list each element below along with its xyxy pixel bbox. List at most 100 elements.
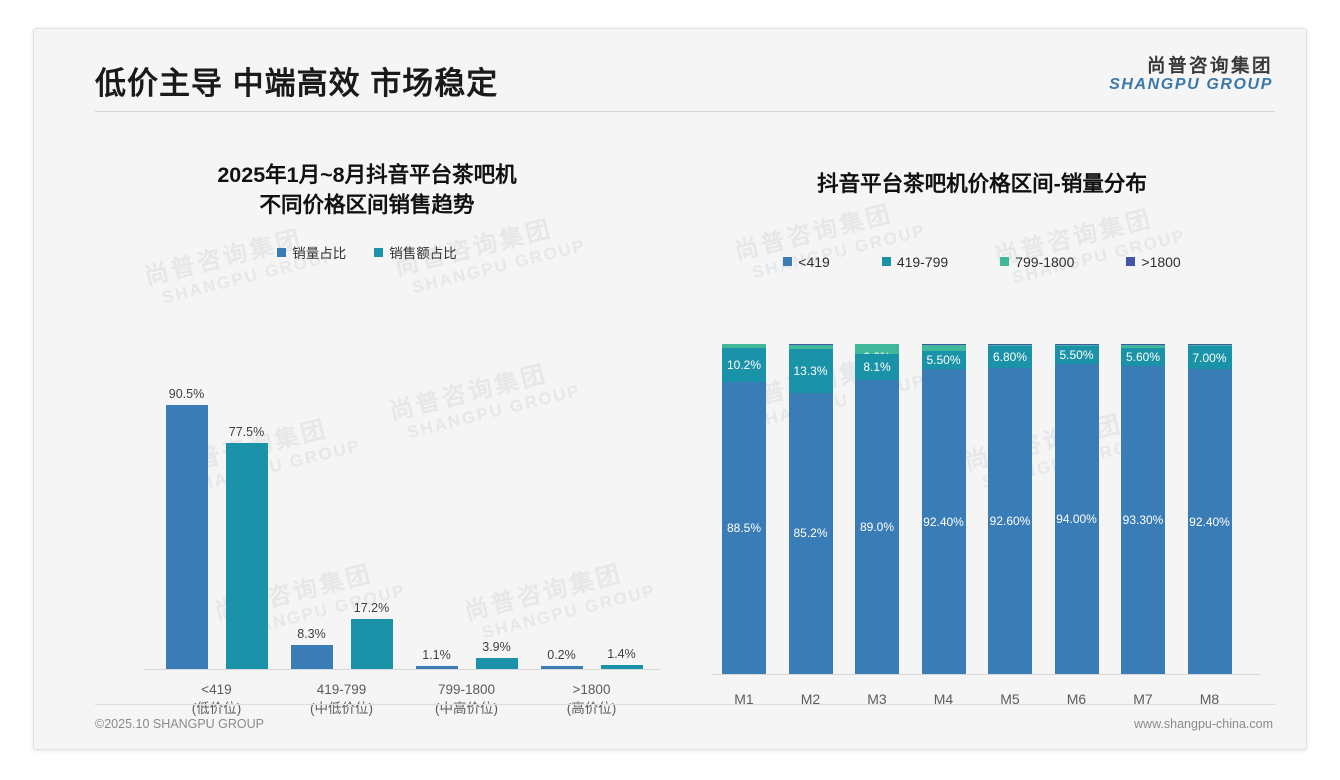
bar-value-label: 0.2% — [547, 648, 576, 662]
chart-panel-right: 抖音平台茶吧机价格区间-销量分布 <419 419-799 799-1800 >180… — [682, 129, 1282, 709]
stacked-bar-column[interactable]: 0.20%0.40%6.80%92.60% — [988, 343, 1032, 674]
legend-label: >1800 — [1141, 253, 1181, 270]
bar-0[interactable]: 0.2% — [540, 648, 583, 669]
chart-panel-left: 2025年1月~8月抖音平台茶吧机 不同价格区间销售趋势 销量占比 销售额占比 9… — [62, 129, 672, 716]
stack-segment-0: 92.60% — [988, 368, 1032, 674]
legend-label: <419 — [798, 253, 830, 270]
stack-segment-value-label: 94.00% — [1056, 511, 1097, 526]
bar-0[interactable]: 8.3% — [290, 627, 333, 669]
stacked-bar-chart: 0.1%1.2%10.2%88.5%M10.2%1.3%13.3%85.2%M2… — [708, 343, 1268, 727]
category-label-sub: (高价位) — [566, 701, 617, 717]
legend-label: 799-1800 — [1015, 253, 1075, 270]
legend-item-right-0[interactable]: <419 — [783, 254, 830, 270]
x-axis-category-label: M7 — [1133, 691, 1153, 707]
bar-value-label: 17.2% — [353, 600, 390, 615]
chart-title-left-line2: 不同价格区间销售趋势 — [259, 192, 475, 217]
stack-segment-value-label: 92.40% — [923, 514, 964, 529]
bar-1[interactable]: 3.9% — [475, 640, 518, 669]
stack-segment-1: 8.1% — [855, 353, 899, 381]
stack-segment-0: 89.0% — [855, 380, 899, 674]
bar-group: 8.3% 17.2% — [279, 377, 404, 669]
legend-item-left-0[interactable]: 销量占比 — [277, 242, 346, 262]
footer-copyright: ©2025.10 SHANGPU GROUP — [95, 717, 264, 731]
stack-segment-value-label: 89.0% — [859, 520, 895, 535]
x-axis-category-label: 799-1800 (中高价位) — [404, 680, 529, 719]
stacked-bar-column[interactable]: 0.1%2.8%8.1%89.0% — [855, 343, 899, 674]
bar-value-label: 1.1% — [422, 647, 451, 662]
bar-value-label: 90.5% — [168, 386, 205, 401]
chart-legend-left: 销量占比 销售额占比 — [62, 242, 672, 262]
x-axis-category-label: M5 — [1000, 691, 1020, 707]
bar-1[interactable]: 77.5% — [225, 425, 268, 669]
stack-segment-value-label: 7.00% — [1192, 350, 1227, 365]
stack-segment-value-label: 10.2% — [726, 358, 762, 373]
legend-item-left-1[interactable]: 销售额占比 — [374, 242, 457, 262]
stack-segment-0: 85.2% — [788, 392, 833, 674]
bar-rect — [290, 644, 333, 669]
stack-segment-value-label: 5.50% — [926, 353, 961, 368]
category-label-sub: (中低价位) — [310, 701, 373, 717]
stacked-bar-column[interactable]: 0.20%0.30%5.50%94.00% — [1054, 343, 1099, 674]
bar-value-label: 1.4% — [607, 646, 636, 661]
grouped-bar-plot-area: 90.5% 77.5% 8.3% 17.2% 1.1% 3.9% 0.2% 1.4% — [154, 377, 654, 669]
chart-legend-right: <419 419-799 799-1800 >1800 — [682, 254, 1282, 270]
bar-group: 0.2% 1.4% — [529, 377, 654, 669]
stacked-bar-column[interactable]: 0.2%1.3%13.3%85.2% — [788, 343, 833, 674]
legend-item-right-3[interactable]: >1800 — [1126, 253, 1181, 270]
bar-1[interactable]: 1.4% — [600, 647, 643, 669]
legend-item-right-2[interactable]: 799-1800 — [1000, 254, 1074, 270]
legend-swatch-icon — [277, 247, 287, 257]
x-axis-category-label: 419-799 (中低价位) — [279, 680, 404, 719]
bar-0[interactable]: 90.5% — [165, 387, 208, 669]
legend-item-right-1[interactable]: 419-799 — [881, 254, 948, 270]
stack-segment-0: 88.5% — [722, 381, 766, 674]
stack-segment-1: 13.3% — [788, 348, 833, 393]
stack-segment-1: 5.50% — [1054, 345, 1099, 364]
stack-segment-value-label: 8.1% — [863, 359, 891, 374]
bar-1[interactable]: 17.2% — [350, 601, 393, 669]
category-label-sub: (低价位) — [191, 701, 242, 717]
footer-website: www.shangpu-china.com — [1134, 717, 1273, 731]
grouped-bar-chart: 90.5% 77.5% 8.3% 17.2% 1.1% 3.9% 0.2% 1.4% <419… — [114, 377, 660, 727]
stack-segment-value-label: 92.40% — [1189, 514, 1230, 529]
header-divider — [95, 111, 1275, 112]
x-axis-category-label: M6 — [1066, 691, 1087, 707]
bar-group: 1.1% 3.9% — [404, 377, 529, 669]
stacked-bar-column[interactable]: 0.30%0.80%5.60%93.30% — [1121, 344, 1165, 674]
chart-title-right: 抖音平台茶吧机价格区间-销量分布 — [817, 172, 1147, 196]
slide-header: 低价主导 中端高效 市场稳定 尚普咨询集团 SHANGPU GROUP — [34, 29, 1306, 119]
stack-segment-1: 7.00% — [1187, 346, 1232, 370]
stack-segment-1: 6.80% — [988, 345, 1032, 369]
x-axis-category-label: <419 (低价位) — [154, 680, 279, 719]
stack-segment-value-label: 5.50% — [1059, 347, 1094, 362]
stack-segment-0: 92.40% — [921, 369, 966, 674]
stacked-bar-column[interactable]: 0.20%1.90%5.50%92.40% — [921, 343, 966, 674]
bar-value-label: 8.3% — [297, 626, 326, 641]
bar-rect — [415, 665, 458, 669]
category-label-main: 419-799 — [316, 681, 367, 697]
stack-segment-1: 5.50% — [921, 350, 966, 370]
x-axis-category-label: M1 — [734, 691, 754, 707]
stack-segment-0: 93.30% — [1121, 366, 1165, 674]
stack-segment-1: 5.60% — [1121, 347, 1165, 367]
bar-rect — [475, 657, 518, 669]
stack-segment-2: 2.8% — [855, 344, 899, 364]
slide-canvas: 尚普咨询集团 SHANGPU GROUP 尚普咨询集团 SHANGPU GROU… — [33, 28, 1307, 750]
stacked-bar-column[interactable]: 0.20%0.40%7.00%92.40% — [1187, 343, 1232, 674]
bar-group: 90.5% 77.5% — [154, 377, 279, 669]
x-axis-category-label: M8 — [1199, 691, 1220, 707]
x-axis-category-label: M3 — [867, 691, 887, 707]
stack-segment-value-label: 13.3% — [793, 363, 828, 378]
bar-0[interactable]: 1.1% — [415, 648, 458, 669]
legend-label: 销售额占比 — [389, 246, 457, 262]
legend-swatch-icon — [1000, 257, 1010, 267]
bar-rect — [225, 442, 268, 669]
x-axis-line-right — [712, 674, 1260, 675]
x-axis-category-label: M4 — [933, 691, 954, 707]
category-label-main: >1800 — [572, 681, 611, 697]
category-label-main: 799-1800 — [437, 681, 496, 697]
brand-logo: 尚普咨询集团 SHANGPU GROUP — [1109, 56, 1273, 93]
stacked-bar-column[interactable]: 0.1%1.2%10.2%88.5% — [722, 343, 766, 674]
legend-swatch-icon — [1126, 257, 1136, 267]
x-axis-category-label: >1800 (高价位) — [529, 680, 654, 719]
